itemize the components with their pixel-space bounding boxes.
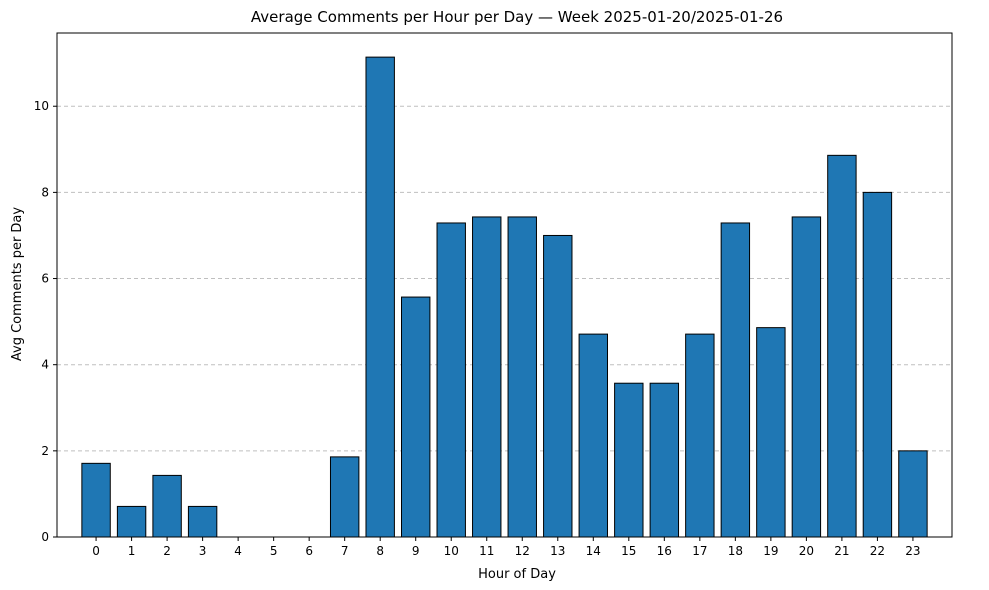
y-axis-ticks: 0 2 4 6 8 10: [34, 99, 57, 544]
x-tick-label: 8: [376, 544, 384, 558]
bar-hour-7: [329, 456, 360, 538]
bar-hour-13: [543, 234, 573, 538]
x-tick-label: 7: [341, 544, 349, 558]
bars: [81, 56, 928, 538]
x-tick-label: 13: [550, 544, 565, 558]
bar-hour-16: [649, 382, 680, 538]
y-tick-label: 4: [41, 358, 49, 372]
plot-frame: [56, 32, 953, 538]
y-tick-label: 10: [34, 99, 49, 113]
y-tick-label: 2: [41, 444, 49, 458]
bar-hour-23: [898, 450, 928, 538]
bar-hour-12: [507, 216, 537, 538]
bar-hour-3: [187, 505, 218, 538]
x-axis-ticks: 0 1 2 3 4 5 6 7 8 9 10 11 12 13 14 15 16 17 18 19 20 21 22 23: [92, 537, 921, 558]
x-tick-label: 10: [444, 544, 459, 558]
x-tick-label: 22: [870, 544, 885, 558]
bar-hour-19: [756, 327, 786, 538]
y-axis-label: Avg Comments per Day: [10, 207, 25, 362]
bar-hour-20: [791, 216, 822, 538]
x-tick-label: 12: [515, 544, 530, 558]
x-tick-label: 15: [621, 544, 636, 558]
x-tick-label: 0: [92, 544, 100, 558]
y-tick-label: 6: [41, 272, 49, 286]
bar-hour-15: [614, 382, 644, 538]
x-tick-label: 9: [412, 544, 420, 558]
x-tick-label: 6: [305, 544, 313, 558]
bar-hour-8: [365, 56, 395, 538]
y-tick-label: 8: [41, 185, 49, 199]
bar-hour-11: [472, 216, 502, 538]
bar-hour-17: [685, 333, 715, 538]
x-tick-label: 5: [270, 544, 278, 558]
x-tick-label: 1: [128, 544, 136, 558]
bar-hour-22: [862, 191, 893, 538]
x-axis-label: Hour of Day: [478, 567, 556, 582]
x-tick-label: 16: [657, 544, 672, 558]
x-tick-label: 21: [834, 544, 849, 558]
x-tick-label: 4: [234, 544, 242, 558]
chart-title: Average Comments per Hour per Day — Week…: [251, 8, 783, 26]
bar-hour-9: [401, 296, 431, 538]
x-tick-label: 11: [479, 544, 494, 558]
x-tick-label: 3: [199, 544, 207, 558]
x-tick-label: 23: [905, 544, 920, 558]
y-tick-label: 0: [41, 530, 49, 544]
bar-hour-0: [81, 462, 111, 538]
x-tick-label: 18: [728, 544, 743, 558]
bar-hour-18: [720, 222, 751, 538]
bar-hour-10: [436, 222, 466, 538]
bar-hour-2: [152, 474, 182, 538]
x-tick-label: 2: [163, 544, 171, 558]
bar-hour-21: [827, 154, 857, 538]
bar-hour-1: [116, 505, 147, 538]
x-tick-label: 20: [799, 544, 814, 558]
x-tick-label: 19: [763, 544, 778, 558]
x-tick-label: 14: [586, 544, 601, 558]
bar-hour-14: [578, 333, 608, 538]
x-tick-label: 17: [692, 544, 707, 558]
